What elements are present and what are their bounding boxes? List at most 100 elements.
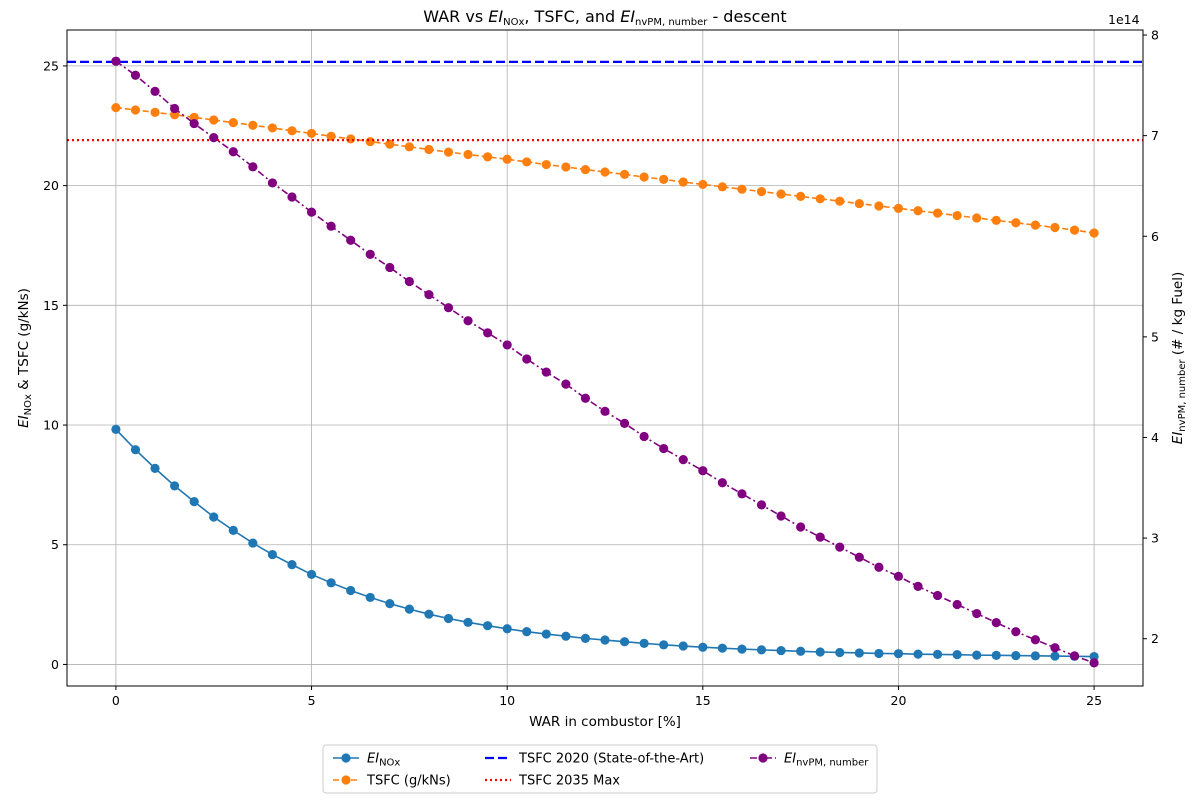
data-point: [404, 142, 414, 152]
data-point: [150, 463, 160, 473]
data-point: [717, 643, 727, 653]
data-point: [835, 196, 845, 206]
data-point: [1069, 225, 1080, 235]
data-point: [326, 578, 336, 588]
series-layer: [67, 56, 1143, 668]
data-point: [130, 105, 141, 115]
legend-entry-2: TSFC 2020 (State-of-the-Art): [485, 752, 704, 767]
data-point: [756, 187, 767, 197]
data-point: [796, 522, 806, 532]
data-point: [913, 581, 923, 591]
data-point: [737, 184, 747, 194]
data-point: [893, 649, 904, 659]
data-point: [561, 162, 571, 172]
series-line: [115, 106, 1095, 234]
data-point: [1011, 218, 1021, 228]
data-point: [639, 431, 649, 442]
y-tick-label-left: 25: [43, 58, 59, 73]
legend-label: EInvPM, number: [784, 752, 869, 769]
series-line: [115, 60, 1095, 664]
data-point: [1089, 228, 1099, 238]
data-point: [991, 618, 1001, 628]
data-point: [424, 144, 434, 155]
data-point: [815, 532, 825, 542]
data-point: [717, 182, 727, 192]
series-line: [115, 428, 1095, 658]
data-point: [502, 624, 512, 634]
data-point: [619, 637, 630, 647]
data-point: [267, 549, 278, 560]
data-point: [111, 56, 121, 66]
data-point: [639, 172, 649, 182]
data-point: [952, 210, 962, 221]
y-axis-label-right: EInvPM, number (# / kg Fuel): [1170, 272, 1188, 444]
data-point: [580, 393, 591, 403]
legend-label: TSFC (g/kNs): [366, 774, 451, 789]
legend-label: TSFC 2020 (State-of-the-Art): [518, 752, 704, 767]
data-point: [502, 340, 512, 350]
data-point: [659, 640, 669, 650]
data-point: [874, 562, 884, 572]
y-tick-label-right: 4: [1151, 430, 1159, 445]
data-point: [678, 455, 688, 465]
data-point: [483, 328, 493, 338]
data-point: [776, 511, 786, 521]
data-point: [287, 192, 297, 202]
data-point: [1089, 651, 1099, 662]
data-point: [483, 621, 493, 631]
y-tick-label-right: 8: [1151, 28, 1159, 43]
series-0: [111, 424, 1099, 662]
data-point: [913, 206, 923, 216]
data-point: [913, 649, 923, 659]
y-tick-label-left: 20: [43, 178, 59, 193]
data-point: [659, 174, 669, 184]
legend-entry-0: EINOx: [333, 752, 400, 769]
series-4: [111, 56, 1099, 668]
data-point: [619, 169, 630, 179]
data-point: [932, 590, 943, 601]
legend: EINOx TSFC (g/kNs) TSFC 2020 (State-of-the…: [322, 744, 878, 794]
data-point: [678, 641, 688, 651]
grid: [67, 30, 1143, 686]
data-point: [698, 466, 708, 476]
data-point: [248, 120, 258, 130]
data-point: [170, 103, 180, 114]
data-point: [737, 644, 747, 654]
data-point: [1030, 651, 1040, 661]
data-point: [756, 645, 767, 655]
series-1: [111, 102, 1099, 238]
x-tick-label: 15: [695, 693, 711, 708]
legend-entry-1: TSFC (g/kNs): [333, 774, 451, 789]
y-tick-label-left: 10: [43, 418, 59, 433]
data-point: [776, 189, 786, 199]
data-point: [952, 650, 962, 660]
data-point: [932, 649, 943, 659]
data-point: [346, 585, 356, 596]
data-point: [209, 115, 219, 125]
data-point: [424, 290, 434, 300]
y-tick-label-right: 3: [1151, 531, 1159, 546]
data-point: [189, 497, 199, 507]
data-point: [796, 191, 806, 201]
data-point: [306, 207, 317, 217]
data-point: [580, 164, 591, 175]
legend-frame: [322, 744, 878, 794]
legend-swatch-marker: [341, 775, 351, 785]
data-point: [835, 542, 845, 552]
data-point: [1050, 222, 1060, 233]
data-point: [111, 424, 121, 434]
data-point: [150, 107, 160, 117]
legend-label: TSFC 2035 Max: [518, 774, 620, 789]
data-point: [600, 406, 610, 416]
y-tick-label-right: 6: [1151, 229, 1159, 244]
legend-swatch-marker: [758, 753, 768, 763]
data-point: [991, 215, 1001, 225]
data-point: [150, 86, 160, 96]
data-point: [248, 538, 258, 548]
data-point: [1069, 651, 1080, 661]
data-point: [424, 609, 434, 619]
data-point: [228, 147, 238, 157]
data-point: [404, 604, 414, 614]
data-point: [541, 629, 551, 639]
data-point: [326, 131, 336, 141]
